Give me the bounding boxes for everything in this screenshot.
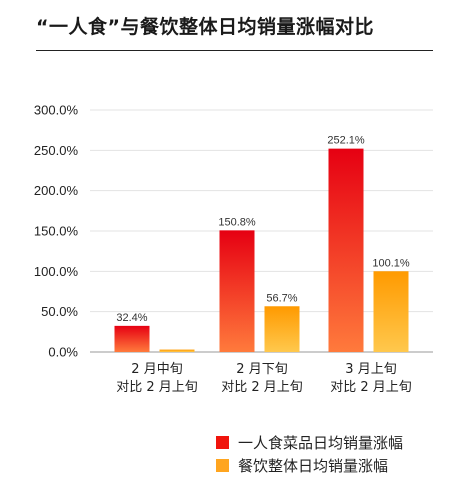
bar-series-2-2	[264, 306, 300, 352]
y-tick-label: 0.0%	[48, 345, 78, 360]
data-label: 252.1%	[327, 135, 365, 147]
y-tick-label: 50.0%	[41, 304, 78, 319]
legend-swatch-series-1	[216, 436, 229, 449]
legend-label-series-1: 一人食菜品日均销量涨幅	[238, 434, 404, 452]
data-label: 150.8%	[218, 216, 256, 228]
bar-series-1-2	[219, 230, 255, 352]
chart-title: “一人食”与餐饮整体日均销量涨幅对比	[36, 16, 374, 38]
bar-series-2-3	[373, 271, 409, 352]
y-tick-label: 200.0%	[34, 183, 79, 198]
legend-swatch-series-2	[216, 459, 229, 472]
y-tick-label: 150.0%	[34, 224, 79, 239]
bar-series-2-1	[159, 349, 195, 352]
x-tick-label: 2 月中旬	[131, 362, 182, 377]
bar-series-1-3	[328, 148, 364, 352]
legend-label-series-2: 餐饮整体日均销量涨幅	[238, 457, 389, 475]
bar-series-1-1	[114, 325, 150, 352]
legend-item-series-2: 餐饮整体日均销量涨幅	[216, 455, 388, 476]
x-tick-label: 对比 2 月上旬	[330, 380, 412, 395]
x-tick-label: 2 月下旬	[236, 362, 287, 377]
legend-item-series-1: 一人食菜品日均销量涨幅	[216, 432, 403, 453]
data-label: 56.7%	[266, 292, 297, 304]
data-label: 32.4%	[116, 312, 147, 324]
y-tick-label: 250.0%	[34, 143, 79, 158]
x-tick-label: 对比 2 月上旬	[221, 380, 303, 395]
y-tick-label: 300.0%	[34, 103, 79, 118]
data-label: 100.1%	[372, 257, 410, 269]
x-tick-label: 对比 2 月上旬	[116, 380, 198, 395]
x-tick-label: 3 月上旬	[345, 362, 396, 377]
title-underline	[36, 50, 433, 51]
y-tick-label: 100.0%	[34, 264, 79, 279]
